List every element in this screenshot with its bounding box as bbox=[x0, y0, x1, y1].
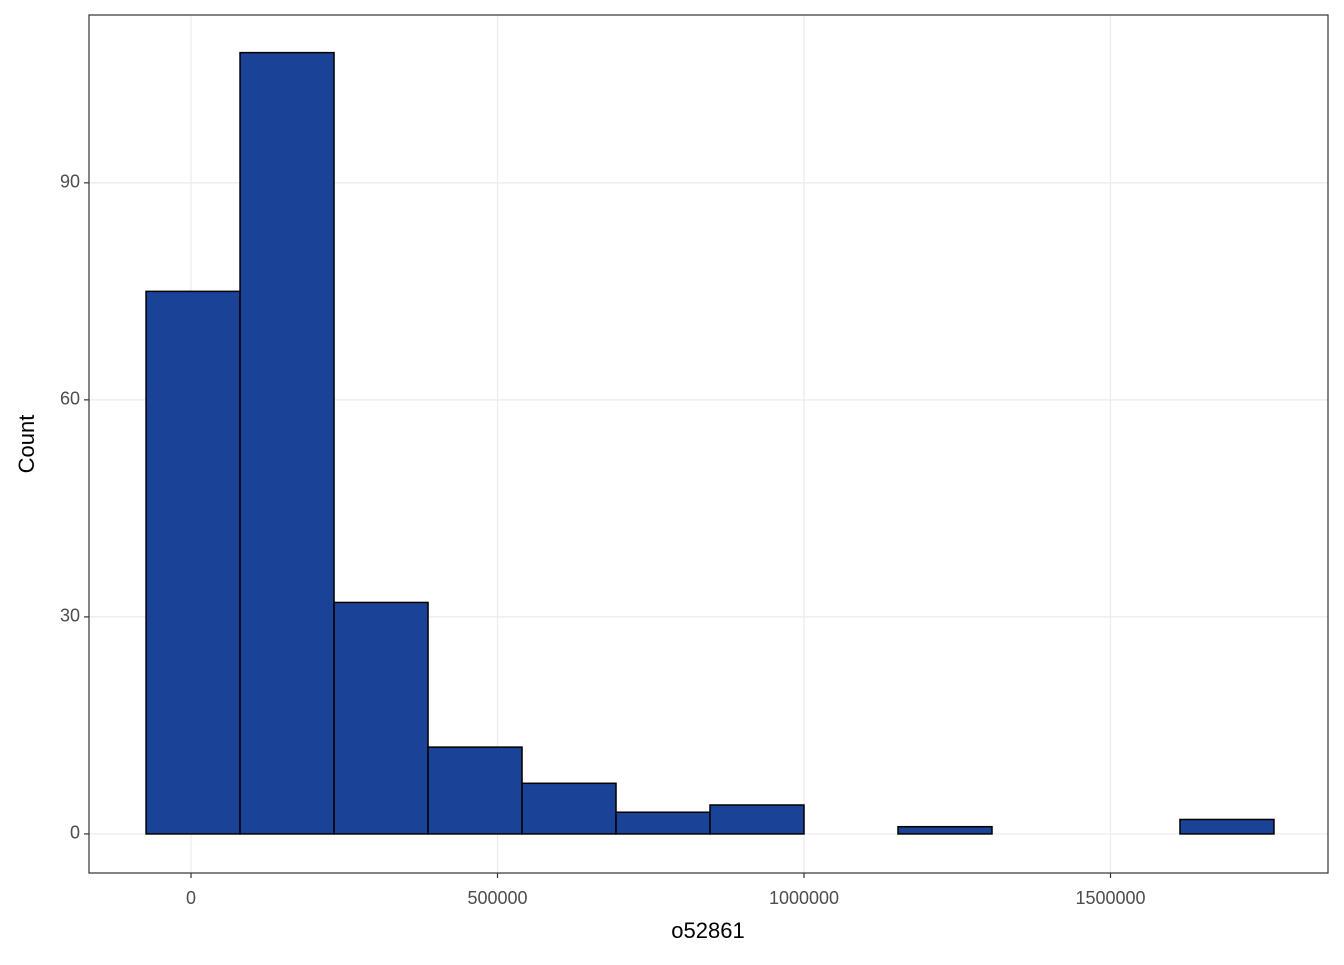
bar bbox=[1179, 818, 1275, 835]
y-tick-label: 0 bbox=[70, 823, 80, 843]
bar bbox=[239, 51, 335, 835]
bar bbox=[145, 290, 241, 835]
y-axis-title: Count bbox=[14, 415, 39, 474]
bar bbox=[615, 811, 711, 835]
x-axis-title: o52861 bbox=[671, 918, 744, 943]
bar bbox=[427, 746, 523, 835]
bar bbox=[333, 601, 429, 835]
y-tick-label: 90 bbox=[60, 172, 80, 192]
bar bbox=[897, 825, 993, 835]
x-tick-label: 500000 bbox=[467, 888, 527, 908]
x-tick-label: 1500000 bbox=[1075, 888, 1145, 908]
panel-border bbox=[88, 14, 1329, 874]
bar bbox=[521, 782, 617, 835]
bars bbox=[145, 51, 1275, 835]
x-tick-label: 0 bbox=[186, 888, 196, 908]
bar bbox=[709, 804, 805, 835]
x-tick-label: 1000000 bbox=[769, 888, 839, 908]
y-tick-label: 60 bbox=[60, 389, 80, 409]
y-tick-label: 30 bbox=[60, 606, 80, 626]
